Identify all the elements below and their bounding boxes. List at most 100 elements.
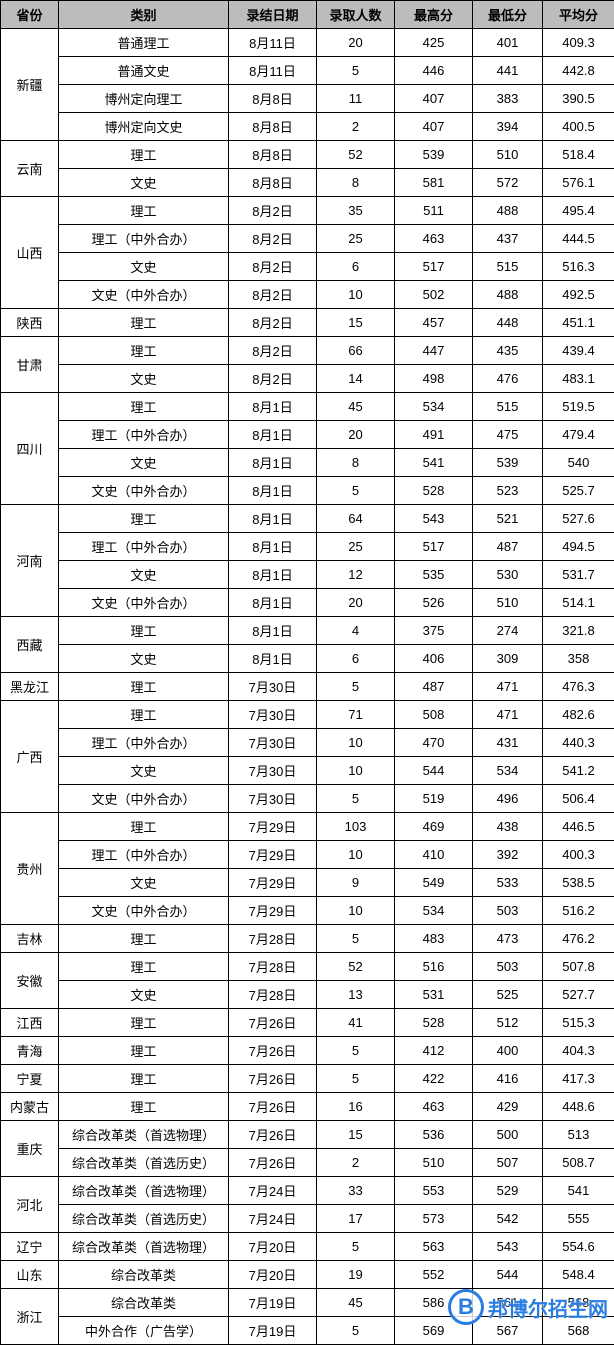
cell-min: 542 <box>473 1205 543 1233</box>
cell-count: 5 <box>317 1233 395 1261</box>
cell-count: 6 <box>317 253 395 281</box>
table-row: 文史（中外合办）8月1日20526510514.1 <box>1 589 614 617</box>
cell-date: 7月26日 <box>229 1009 317 1037</box>
table-row: 文史8月2日6517515516.3 <box>1 253 614 281</box>
cell-max: 534 <box>395 393 473 421</box>
table-row: 文史8月1日12535530531.7 <box>1 561 614 589</box>
table-row: 山东综合改革类7月20日19552544548.4 <box>1 1261 614 1289</box>
cell-category: 理工（中外合办） <box>59 421 229 449</box>
cell-count: 20 <box>317 421 395 449</box>
cell-date: 8月11日 <box>229 29 317 57</box>
cell-date: 8月8日 <box>229 85 317 113</box>
cell-date: 7月26日 <box>229 1065 317 1093</box>
cell-count: 2 <box>317 113 395 141</box>
table-row: 文史（中外合办）7月30日5519496506.4 <box>1 785 614 813</box>
cell-province: 宁夏 <box>1 1065 59 1093</box>
cell-date: 7月28日 <box>229 925 317 953</box>
table-row: 安徽理工7月28日52516503507.8 <box>1 953 614 981</box>
table-body: 新疆普通理工8月11日20425401409.3普通文史8月11日5446441… <box>1 29 614 1345</box>
header-province: 省份 <box>1 1 59 29</box>
cell-date: 7月26日 <box>229 1121 317 1149</box>
cell-count: 20 <box>317 29 395 57</box>
cell-avg: 548.4 <box>543 1261 614 1289</box>
table-row: 文史（中外合办）7月29日10534503516.2 <box>1 897 614 925</box>
cell-province: 黑龙江 <box>1 673 59 701</box>
cell-count: 8 <box>317 449 395 477</box>
cell-avg: 400.5 <box>543 113 614 141</box>
cell-min: 429 <box>473 1093 543 1121</box>
header-count: 录取人数 <box>317 1 395 29</box>
table-row: 文史8月1日8541539540 <box>1 449 614 477</box>
cell-category: 理工 <box>59 141 229 169</box>
cell-max: 407 <box>395 113 473 141</box>
cell-date: 8月1日 <box>229 561 317 589</box>
cell-avg: 482.6 <box>543 701 614 729</box>
cell-category: 普通理工 <box>59 29 229 57</box>
cell-count: 64 <box>317 505 395 533</box>
cell-count: 45 <box>317 393 395 421</box>
cell-date: 7月28日 <box>229 953 317 981</box>
cell-min: 471 <box>473 673 543 701</box>
cell-date: 8月2日 <box>229 281 317 309</box>
cell-max: 406 <box>395 645 473 673</box>
cell-max: 491 <box>395 421 473 449</box>
cell-min: 438 <box>473 813 543 841</box>
cell-count: 103 <box>317 813 395 841</box>
cell-min: 539 <box>473 449 543 477</box>
cell-avg: 518.4 <box>543 141 614 169</box>
header-category: 类别 <box>59 1 229 29</box>
cell-min: 561 <box>473 1289 543 1317</box>
header-row: 省份 类别 录结日期 录取人数 最高分 最低分 平均分 <box>1 1 614 29</box>
cell-max: 534 <box>395 897 473 925</box>
cell-province: 浙江 <box>1 1289 59 1345</box>
cell-avg: 541 <box>543 1177 614 1205</box>
cell-province: 西藏 <box>1 617 59 673</box>
cell-category: 理工（中外合办） <box>59 729 229 757</box>
table-row: 理工（中外合办）8月1日25517487494.5 <box>1 533 614 561</box>
cell-min: 496 <box>473 785 543 813</box>
table-row: 理工（中外合办）8月2日25463437444.5 <box>1 225 614 253</box>
cell-min: 475 <box>473 421 543 449</box>
cell-count: 5 <box>317 673 395 701</box>
cell-avg: 358 <box>543 645 614 673</box>
cell-date: 7月20日 <box>229 1233 317 1261</box>
cell-date: 7月30日 <box>229 757 317 785</box>
table-row: 贵州理工7月29日103469438446.5 <box>1 813 614 841</box>
cell-date: 8月1日 <box>229 477 317 505</box>
cell-province: 云南 <box>1 141 59 197</box>
cell-count: 5 <box>317 1065 395 1093</box>
cell-category: 文史（中外合办） <box>59 477 229 505</box>
cell-category: 文史 <box>59 981 229 1009</box>
cell-max: 535 <box>395 561 473 589</box>
admission-table: 省份 类别 录结日期 录取人数 最高分 最低分 平均分 新疆普通理工8月11日2… <box>0 0 614 1345</box>
table-row: 宁夏理工7月26日5422416417.3 <box>1 1065 614 1093</box>
table-row: 博州定向理工8月8日11407383390.5 <box>1 85 614 113</box>
cell-max: 536 <box>395 1121 473 1149</box>
cell-min: 441 <box>473 57 543 85</box>
cell-count: 66 <box>317 337 395 365</box>
cell-min: 510 <box>473 141 543 169</box>
table-row: 文史7月30日10544534541.2 <box>1 757 614 785</box>
cell-max: 528 <box>395 477 473 505</box>
cell-province: 河南 <box>1 505 59 617</box>
cell-count: 25 <box>317 225 395 253</box>
cell-min: 512 <box>473 1009 543 1037</box>
cell-count: 10 <box>317 841 395 869</box>
cell-count: 52 <box>317 953 395 981</box>
header-max: 最高分 <box>395 1 473 29</box>
cell-max: 528 <box>395 1009 473 1037</box>
cell-count: 20 <box>317 589 395 617</box>
cell-date: 8月2日 <box>229 365 317 393</box>
cell-max: 469 <box>395 813 473 841</box>
cell-date: 8月11日 <box>229 57 317 85</box>
cell-min: 530 <box>473 561 543 589</box>
cell-count: 17 <box>317 1205 395 1233</box>
cell-count: 15 <box>317 1121 395 1149</box>
header-date: 录结日期 <box>229 1 317 29</box>
table-row: 河北综合改革类（首选物理）7月24日33553529541 <box>1 1177 614 1205</box>
cell-date: 7月19日 <box>229 1289 317 1317</box>
cell-count: 5 <box>317 785 395 813</box>
cell-count: 6 <box>317 645 395 673</box>
cell-min: 503 <box>473 897 543 925</box>
cell-max: 498 <box>395 365 473 393</box>
